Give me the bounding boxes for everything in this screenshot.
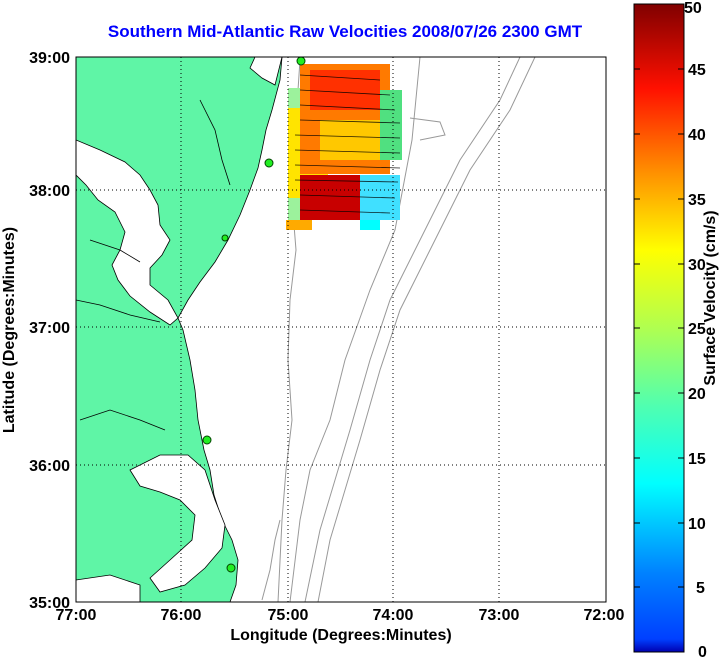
delaware-bay [249,57,283,86]
tributary-1 [199,99,231,186]
colorbar-tick-label: 35 [688,192,706,209]
pamlico-sound [129,454,226,593]
colorbar-tick-label: 15 [688,451,706,468]
station-marker [221,234,229,242]
x-tick-label: 73:00 [479,607,520,624]
sound-inlet [76,574,141,602]
colorbar-ticks [634,68,684,588]
y-tick-label: 39:00 [29,50,70,67]
colorbar-tick-label: 50 [684,0,702,17]
tributary-3 [79,409,166,431]
y-tick-label: 36:00 [29,458,70,475]
velocity-field [286,64,402,230]
chart-title: Southern Mid-Atlantic Raw Velocities 200… [107,22,583,41]
colorbar-tick-labels: 50 45 40 35 30 25 20 15 10 5 0 [684,0,707,659]
colorbar-tick-label: 25 [688,321,706,338]
y-tick-label: 38:00 [29,183,70,200]
station-marker [264,158,274,168]
x-tick-labels: 77:00 76:00 75:00 74:00 73:00 72:00 [56,607,625,624]
station-marker [226,563,236,573]
colorbar [633,3,685,653]
plot-frame [75,56,607,603]
colorbar-tick-label: 20 [688,386,706,403]
colorbar-tick-label: 5 [696,580,705,597]
tributary-2 [89,239,141,263]
colorbar-tick-label: 45 [688,62,706,79]
y-axis-label: Latitude (Degrees:Minutes) [1,227,18,433]
x-tick-label: 76:00 [161,607,202,624]
x-tick-label: 77:00 [56,607,97,624]
x-tick-label: 72:00 [584,607,625,624]
colorbar-tick-label: 30 [688,257,706,274]
radar-stations [202,57,306,573]
chesapeake-bay [76,139,179,326]
colorbar-label: Surface Velocity (cm/s) [702,210,719,385]
grid [76,57,606,602]
station-marker [202,435,212,445]
station-marker [296,57,306,66]
colorbar-tick-label: 10 [688,516,706,533]
x-axis-label: Longitude (Degrees:Minutes) [230,627,451,644]
colorbar-tick-label: 40 [688,127,706,144]
james-river [76,299,161,323]
bathymetry-contours [261,57,536,602]
y-tick-label: 35:00 [29,595,70,612]
y-tick-labels: 39:00 38:00 37:00 36:00 35:00 [29,50,70,612]
y-tick-label: 37:00 [29,320,70,337]
colorbar-tick-label: 0 [698,644,707,659]
x-tick-label: 74:00 [373,607,414,624]
x-tick-label: 75:00 [268,607,309,624]
